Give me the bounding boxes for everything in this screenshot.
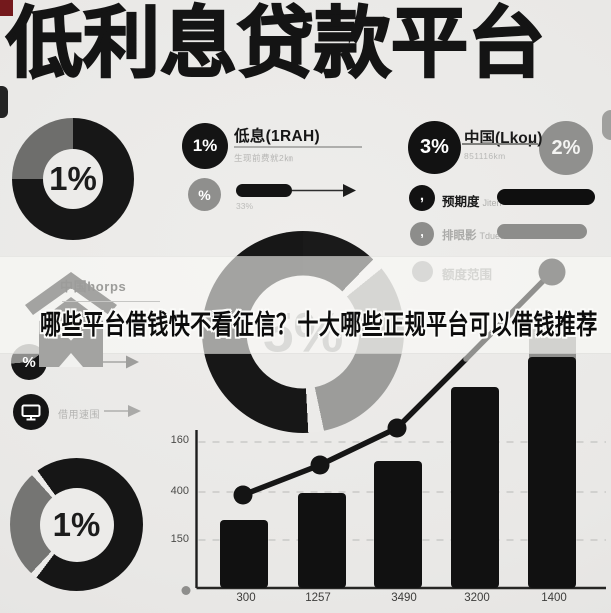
monitor-icon: [21, 404, 41, 420]
donut-bottom-left-value: 1%: [39, 487, 114, 562]
donut-top-left-value: 1%: [43, 149, 103, 209]
china-platform-subtitle: 851116km: [464, 151, 506, 161]
x-axis-label: 300: [236, 592, 256, 604]
row-badge-gray: ,: [410, 222, 434, 246]
divider-line: [462, 143, 538, 145]
monitor-badge: [13, 394, 49, 430]
y-axis-tick: 160: [170, 434, 189, 446]
house-icon: [25, 272, 117, 367]
row-bar-gray: [497, 224, 587, 239]
page-title: 低利息贷款平台: [5, 1, 546, 87]
x-axis-label: 3200: [464, 592, 490, 604]
edge-smudge-mark: [0, 86, 8, 118]
headline-text: 哪些平台借钱快不看征信？十大哪些正规平台可以借钱推荐: [40, 310, 598, 340]
row-label-expected: 预期度 Jiten: [442, 195, 502, 209]
china-platform-title: 中国(Lkoμ): [464, 130, 543, 147]
brand-logo-text: 中国horps: [60, 279, 127, 294]
y-axis-tick: 150: [170, 533, 189, 545]
rate-badge-black: 1%: [182, 123, 228, 169]
percent-badge-gray: %: [188, 178, 221, 211]
arrow-right-icon: [104, 405, 141, 417]
row-badge-dark: ,: [409, 185, 435, 211]
divider-line: [234, 146, 362, 148]
edge-gray-blob: [602, 110, 611, 140]
arrow-right-icon: [292, 184, 356, 197]
x-axis-label: 3490: [391, 592, 417, 604]
x-axis-label: 1257: [305, 592, 331, 604]
credit-speed-label: 借用速围: [58, 410, 100, 421]
rate-badge-gray-right: 2%: [539, 121, 593, 175]
x-axis-label: 1400: [541, 592, 567, 604]
progress-pill-black: [236, 184, 292, 197]
progress-caption: 33%: [236, 201, 254, 211]
donut-chart-top-left: 1%: [12, 118, 134, 240]
donut-chart-bottom-left: 1%: [10, 458, 143, 591]
corner-red-mark: [0, 0, 13, 16]
rate-badge-black-right: 3%: [408, 121, 461, 174]
low-interest-subtitle: 生现前费就2㎞: [234, 153, 294, 163]
y-axis-tick: 400: [170, 485, 189, 497]
logo-underline: [62, 301, 160, 302]
low-interest-title: 低息(1RAH): [234, 128, 320, 145]
row-bar-black: [497, 189, 595, 205]
row-label-review: 排眼影 Tdued: [442, 230, 506, 242]
